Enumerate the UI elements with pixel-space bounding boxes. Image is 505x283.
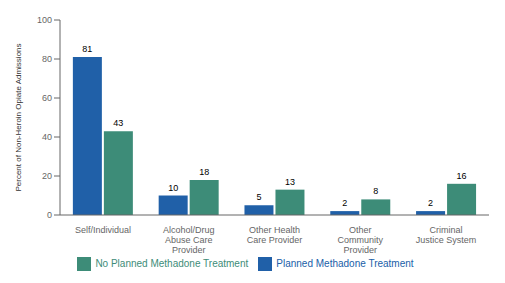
svg-text:20: 20	[42, 171, 52, 181]
svg-text:8: 8	[373, 186, 378, 196]
svg-text:0: 0	[47, 210, 52, 220]
svg-text:60: 60	[42, 93, 52, 103]
svg-text:Alcohol/DrugAbuse CareProvider: Alcohol/DrugAbuse CareProvider	[163, 225, 215, 255]
svg-text:5: 5	[256, 192, 261, 202]
html-text:Planned Methadone Treatment: Planned Methadone Treatment	[276, 257, 414, 269]
svg-text:Self/Individual: Self/Individual	[75, 225, 131, 235]
html-text:No Planned Methadone Treatment: No Planned Methadone Treatment	[95, 257, 249, 269]
svg-text:2: 2	[342, 198, 347, 208]
svg-text:40: 40	[42, 132, 52, 142]
svg-text:80: 80	[42, 54, 52, 64]
svg-text:16: 16	[457, 171, 467, 181]
svg-text:10: 10	[168, 183, 178, 193]
svg-text:13: 13	[285, 177, 295, 187]
svg-text:100: 100	[37, 15, 52, 25]
svg-text:OtherCommunityProvider: OtherCommunityProvider	[338, 225, 384, 255]
svg-text:81: 81	[82, 44, 92, 54]
svg-text:CriminalJustice System: CriminalJustice System	[416, 225, 477, 245]
svg-text:43: 43	[113, 118, 123, 128]
svg-text:2: 2	[428, 198, 433, 208]
svg-text:18: 18	[199, 167, 209, 177]
svg-text:Other HealthCare Provider: Other HealthCare Provider	[247, 225, 303, 245]
svg-text:Percent of Non-Heroin Opiate A: Percent of Non-Heroin Opiate Admissions	[14, 43, 23, 191]
